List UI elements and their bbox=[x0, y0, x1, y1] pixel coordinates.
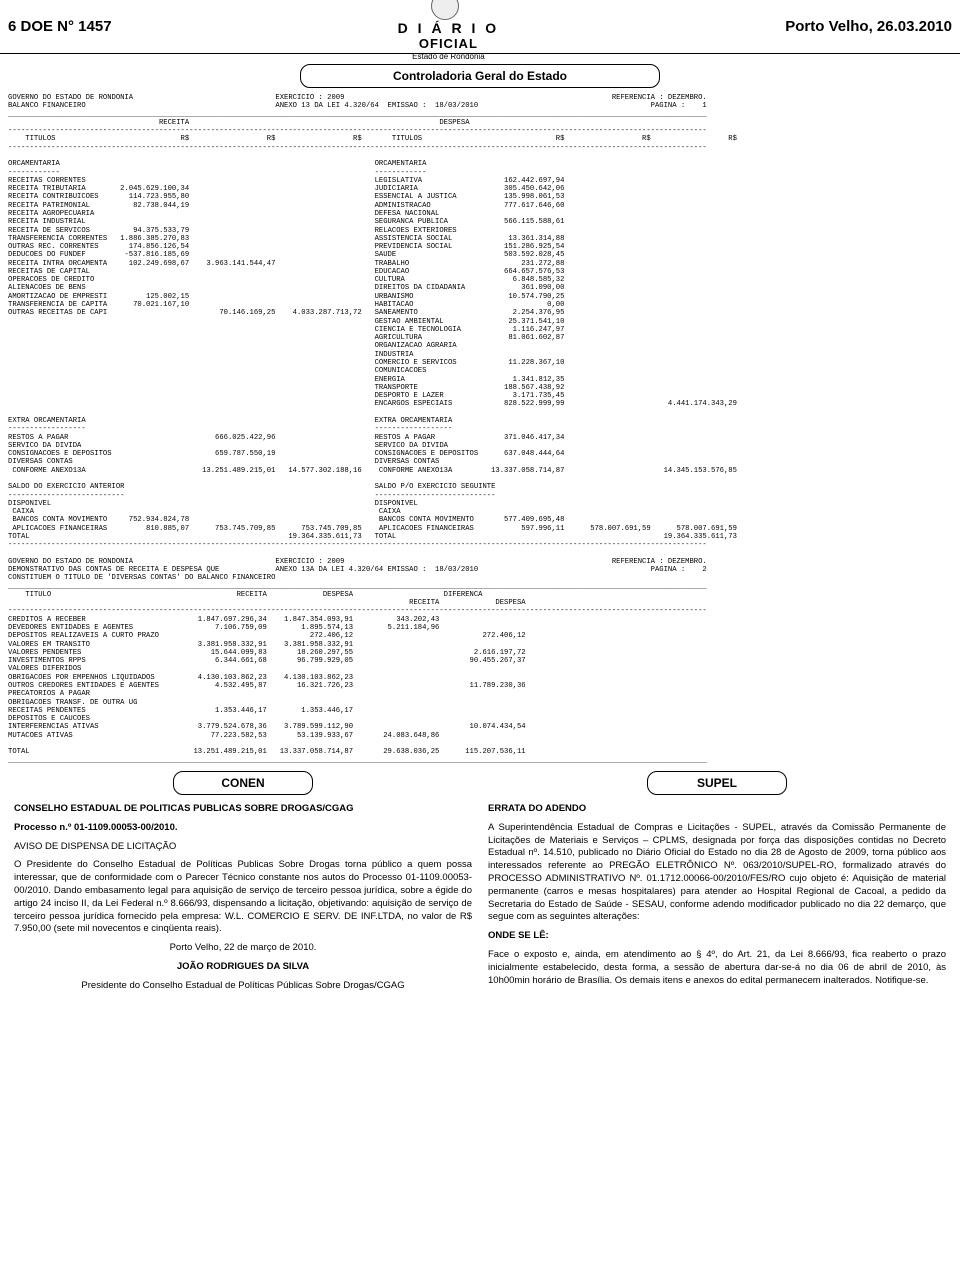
supel-column: SUPEL ERRATA DO ADENDO A Superintendênci… bbox=[488, 765, 946, 999]
conen-nome: JOÃO RODRIGUES DA SILVA bbox=[14, 961, 472, 974]
masthead: D I Á R I O OFICIAL Estado de Rondônia bbox=[398, 0, 499, 62]
controladoria-title: Controladoria Geral do Estado bbox=[300, 64, 660, 88]
conen-cargo: Presidente do Conselho Estadual de Polít… bbox=[14, 980, 472, 993]
estado-sub: Estado de Rondônia bbox=[398, 52, 499, 62]
conen-box: CONEN bbox=[173, 771, 313, 795]
doe-number: 6 DOE N° 1457 bbox=[8, 18, 112, 35]
conen-local: Porto Velho, 22 de março de 2010. bbox=[14, 942, 472, 955]
page-header: 6 DOE N° 1457 D I Á R I O OFICIAL Estado… bbox=[0, 0, 960, 54]
supel-box: SUPEL bbox=[647, 771, 787, 795]
conen-proc: Processo n.º 01-1109.00053-00/2010. bbox=[14, 822, 472, 835]
supel-body2: Face o exposto e, ainda, em atendimento … bbox=[488, 949, 946, 987]
demonstrativo-contas: GOVERNO DO ESTADO DE RONDONIA EXERCICIO … bbox=[0, 549, 960, 764]
supel-onde: ONDE SE LÊ: bbox=[488, 930, 946, 943]
conen-aviso: AVISO DE DISPENSA DE LICITAÇÃO bbox=[14, 841, 472, 854]
balanco-financeiro: GOVERNO DO ESTADO DE RONDONIA EXERCICIO … bbox=[0, 94, 960, 549]
two-column-section: CONEN CONSELHO ESTADUAL DE POLITICAS PUB… bbox=[0, 765, 960, 1009]
state-seal-icon bbox=[431, 0, 459, 20]
page-date: Porto Velho, 26.03.2010 bbox=[785, 18, 952, 35]
conen-title: CONSELHO ESTADUAL DE POLITICAS PUBLICAS … bbox=[14, 803, 472, 816]
diario-title: D I Á R I O bbox=[398, 20, 499, 37]
conen-body: O Presidente do Conselho Estadual de Pol… bbox=[14, 859, 472, 936]
supel-title: ERRATA DO ADENDO bbox=[488, 803, 946, 816]
oficial-title: OFICIAL bbox=[398, 36, 499, 52]
conen-column: CONEN CONSELHO ESTADUAL DE POLITICAS PUB… bbox=[14, 765, 472, 999]
supel-body: A Superintendência Estadual de Compras e… bbox=[488, 822, 946, 925]
